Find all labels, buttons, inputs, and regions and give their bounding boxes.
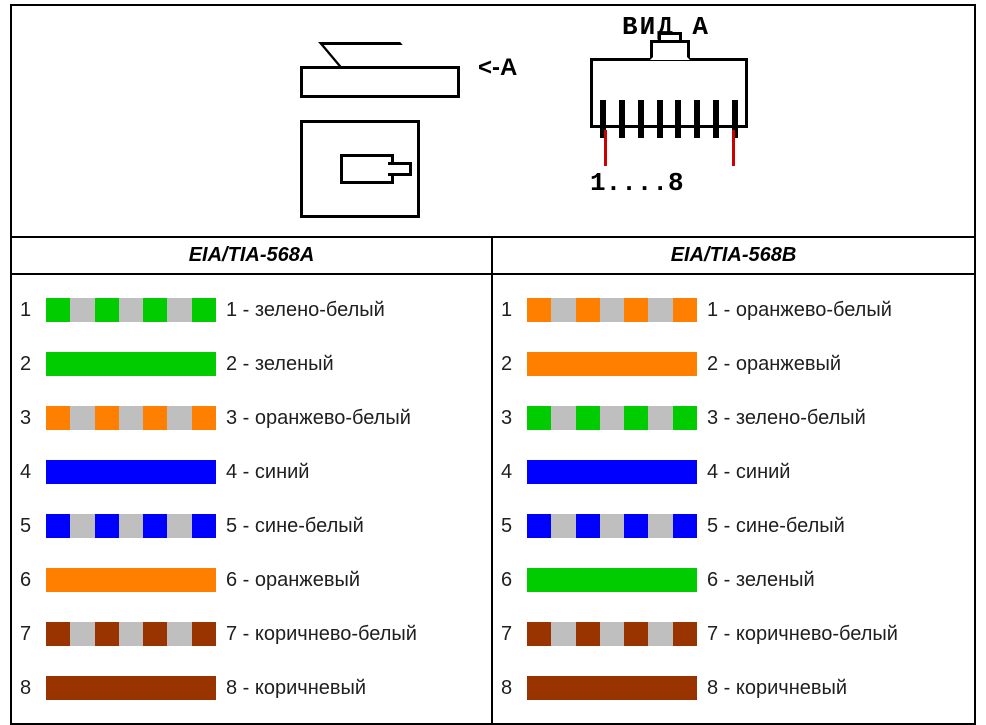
wire-index: 3: [501, 407, 525, 430]
wire-row: 2 2 - зеленый: [20, 337, 483, 391]
wire-swatch: [527, 298, 697, 322]
rj45-pins: [600, 100, 738, 138]
wire-row: 4 4 - синий: [501, 445, 966, 499]
wire-row: 5 5 - сине-белый: [501, 499, 966, 553]
wire-swatch: [46, 298, 216, 322]
wire-swatch: [46, 352, 216, 376]
wire-label: 4 - синий: [226, 461, 309, 484]
wire-index: 2: [20, 353, 44, 376]
wire-swatch: [46, 406, 216, 430]
wire-label: 2 - зеленый: [226, 353, 334, 376]
wire-label: 8 - коричневый: [707, 677, 847, 700]
wire-index: 8: [501, 677, 525, 700]
wire-row: 3 3 - зелено-белый: [501, 391, 966, 445]
wire-swatch: [527, 460, 697, 484]
wire-index: 7: [501, 623, 525, 646]
rj45-front-view: [590, 40, 748, 160]
wire-swatch: [46, 622, 216, 646]
wire-swatch: [527, 622, 697, 646]
wire-label: 7 - коричнево-белый: [226, 623, 417, 646]
wire-row: 4 4 - синий: [20, 445, 483, 499]
wire-index: 1: [20, 299, 44, 322]
wire-index: 6: [20, 569, 44, 592]
wire-label: 5 - сине-белый: [707, 515, 845, 538]
pin1-marker: [604, 130, 607, 166]
scheme-568a-rows: 1 1 - зелено-белый 2 2 - зеленый 3 3 - оранже…: [20, 283, 483, 715]
wire-swatch: [46, 514, 216, 538]
wire-label: 3 - оранжево-белый: [226, 407, 411, 430]
wire-swatch: [46, 676, 216, 700]
wire-index: 4: [501, 461, 525, 484]
wire-swatch: [527, 406, 697, 430]
pin8-marker: [732, 130, 735, 166]
scheme-568b-title: EIA/TIA-568B: [493, 238, 974, 275]
wire-index: 4: [20, 461, 44, 484]
view-arrow-label: <-A: [478, 54, 517, 82]
wire-label: 8 - коричневый: [226, 677, 366, 700]
wire-index: 3: [20, 407, 44, 430]
wire-index: 6: [501, 569, 525, 592]
wire-swatch: [527, 676, 697, 700]
wire-index: 5: [20, 515, 44, 538]
wire-label: 4 - синий: [707, 461, 790, 484]
wire-row: 6 6 - зеленый: [501, 553, 966, 607]
plug-side-view: [300, 36, 460, 98]
wire-row: 7 7 - коричнево-белый: [20, 607, 483, 661]
wire-swatch: [46, 568, 216, 592]
wire-row: 7 7 - коричнево-белый: [501, 607, 966, 661]
wire-row: 8 8 - коричневый: [20, 661, 483, 715]
wire-label: 1 - зелено-белый: [226, 299, 385, 322]
wire-index: 2: [501, 353, 525, 376]
scheme-568a-title: EIA/TIA-568A: [12, 238, 491, 275]
wire-index: 5: [501, 515, 525, 538]
color-schemes: EIA/TIA-568A 1 1 - зелено-белый 2 2 - зелен…: [12, 238, 974, 723]
wire-swatch: [527, 352, 697, 376]
wire-row: 2 2 - оранжевый: [501, 337, 966, 391]
wire-label: 5 - сине-белый: [226, 515, 364, 538]
wire-row: 5 5 - сине-белый: [20, 499, 483, 553]
wire-swatch: [527, 568, 697, 592]
scheme-568a: EIA/TIA-568A 1 1 - зелено-белый 2 2 - зелен…: [12, 238, 493, 723]
wire-row: 8 8 - коричневый: [501, 661, 966, 715]
wire-label: 2 - оранжевый: [707, 353, 841, 376]
plug-bottom-view: [300, 120, 420, 218]
wire-swatch: [527, 514, 697, 538]
diagram-frame: <-A ВИД A 1....8 EIA/TIA-568A 1 1 - зелен…: [10, 4, 976, 725]
wire-index: 8: [20, 677, 44, 700]
pin-range-label: 1....8: [590, 168, 766, 198]
wire-label: 6 - зеленый: [707, 569, 815, 592]
wire-index: 1: [501, 299, 525, 322]
wire-row: 3 3 - оранжево-белый: [20, 391, 483, 445]
scheme-568b: EIA/TIA-568B 1 1 - оранжево-белый 2 2 - ора…: [493, 238, 974, 723]
wire-label: 6 - оранжевый: [226, 569, 360, 592]
scheme-568b-rows: 1 1 - оранжево-белый 2 2 - оранжевый 3 3 - зе…: [501, 283, 966, 715]
wire-swatch: [46, 460, 216, 484]
wire-label: 3 - зелено-белый: [707, 407, 866, 430]
wire-label: 7 - коричнево-белый: [707, 623, 898, 646]
wire-row: 1 1 - оранжево-белый: [501, 283, 966, 337]
wire-label: 1 - оранжево-белый: [707, 299, 892, 322]
wire-row: 6 6 - оранжевый: [20, 553, 483, 607]
wire-index: 7: [20, 623, 44, 646]
connector-diagram-panel: <-A ВИД A 1....8: [12, 6, 974, 238]
wire-row: 1 1 - зелено-белый: [20, 283, 483, 337]
